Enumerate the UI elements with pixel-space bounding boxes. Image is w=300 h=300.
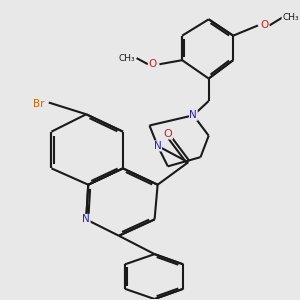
Text: O: O [261,20,269,31]
Text: N: N [154,141,161,151]
Text: N: N [82,214,90,224]
Text: CH₃: CH₃ [282,13,299,22]
Text: O: O [164,129,172,139]
Text: Br: Br [34,99,45,109]
Text: O: O [148,59,157,69]
Text: N: N [190,110,197,120]
Text: CH₃: CH₃ [119,54,135,63]
